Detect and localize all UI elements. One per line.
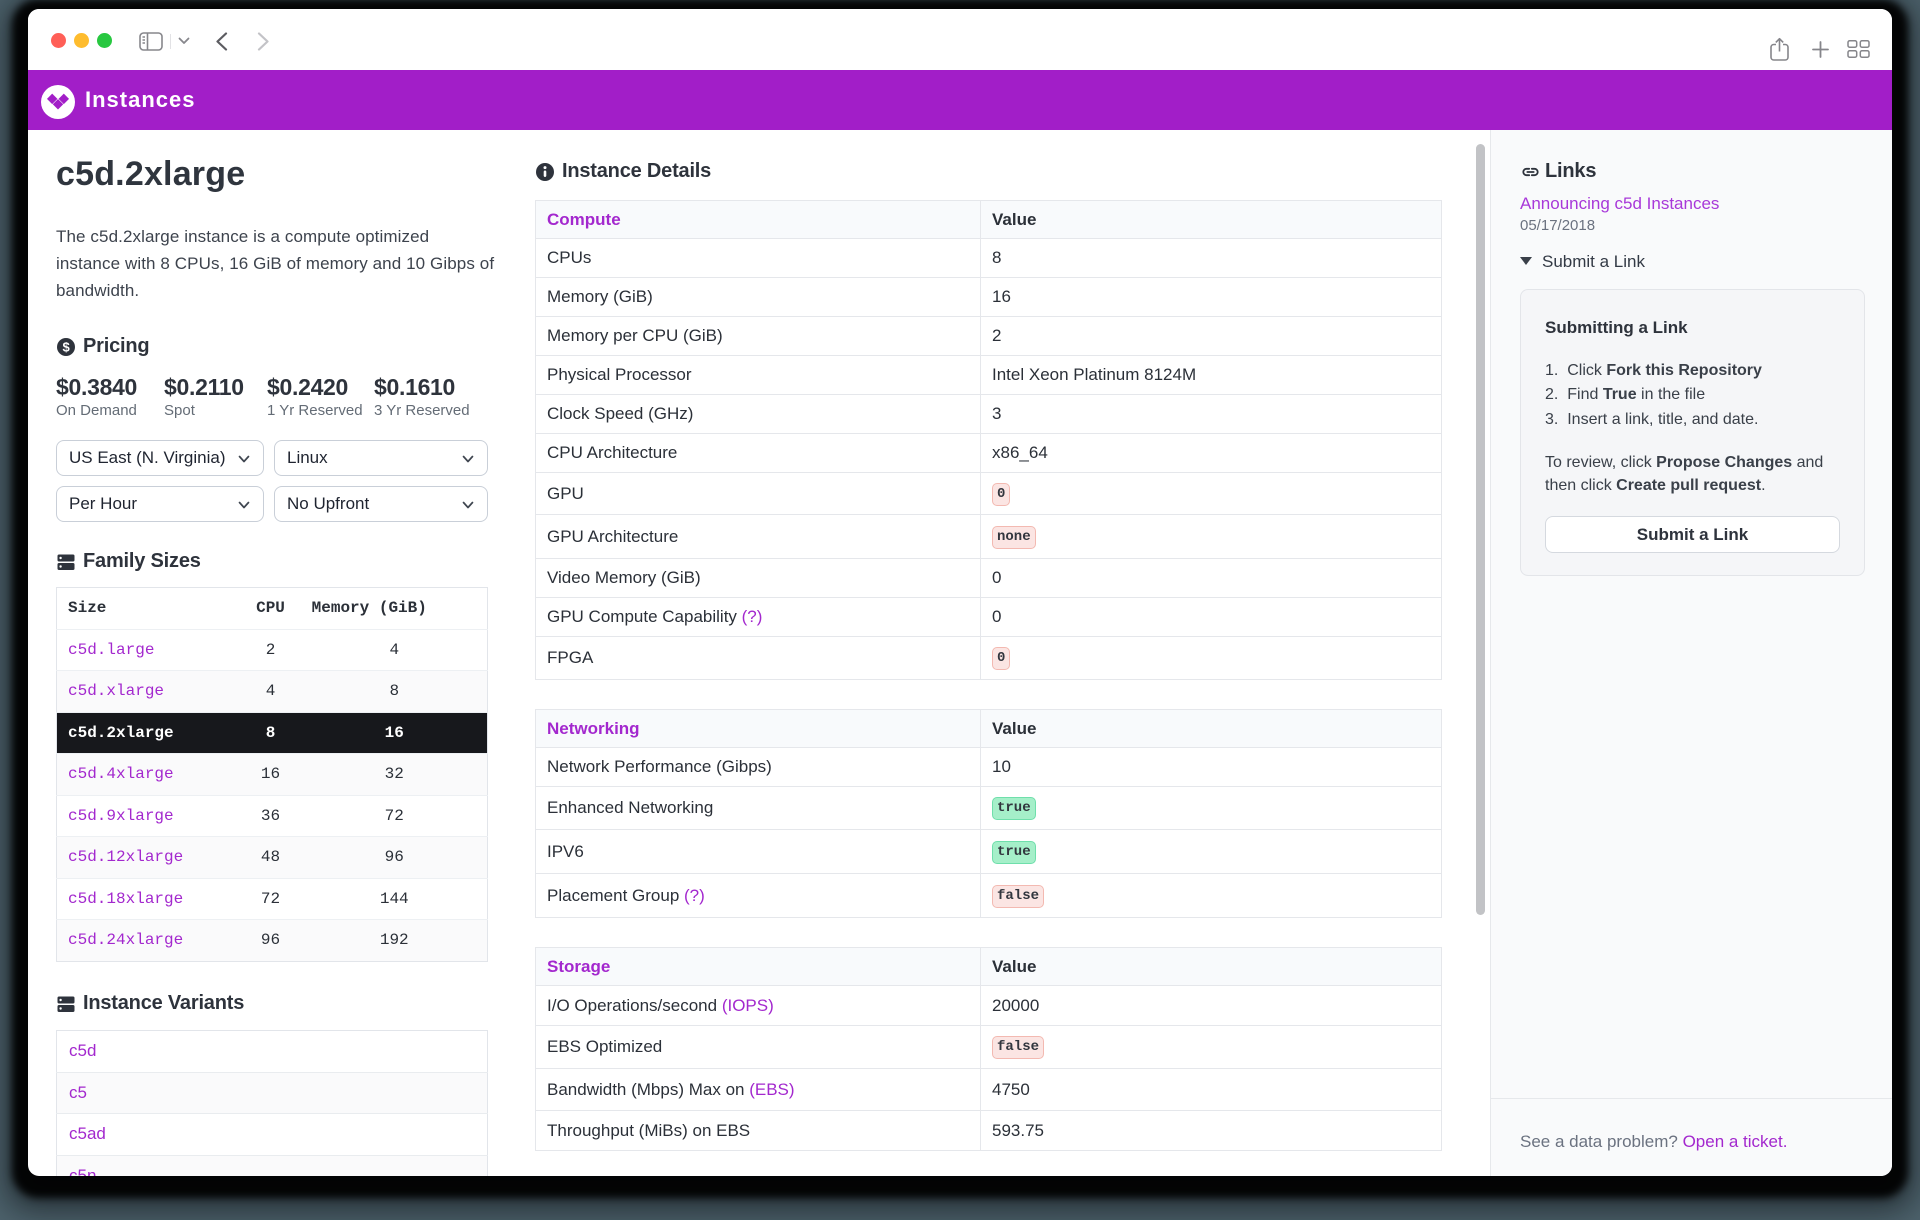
svg-text:$: $ bbox=[62, 339, 70, 354]
